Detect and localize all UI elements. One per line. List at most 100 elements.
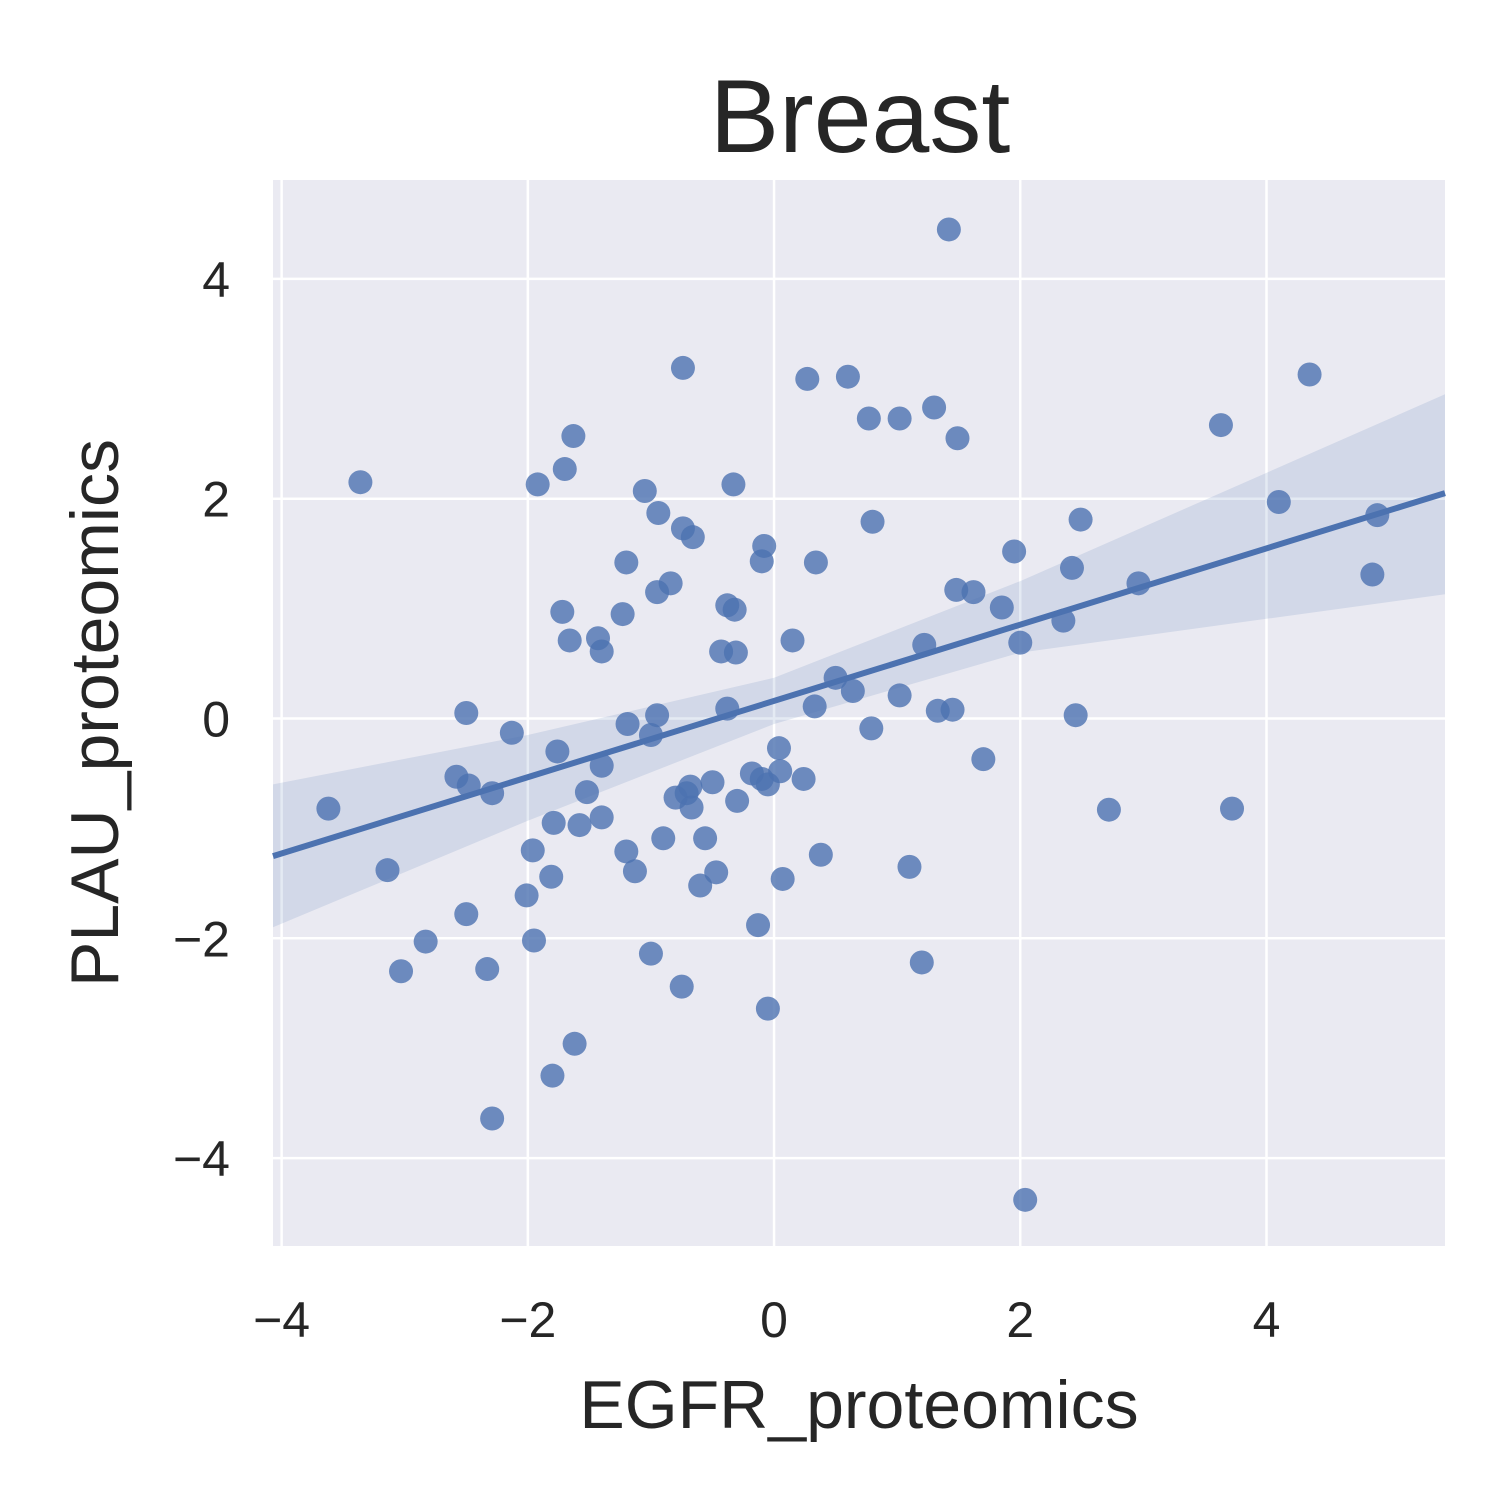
data-points bbox=[316, 217, 1390, 1212]
data-point bbox=[989, 595, 1014, 620]
data-point bbox=[375, 858, 400, 883]
data-point bbox=[541, 810, 566, 835]
data-point bbox=[1126, 571, 1151, 596]
data-point bbox=[389, 959, 414, 984]
x-axis-label: EGFR_proteomics bbox=[579, 1367, 1138, 1443]
data-point bbox=[1220, 796, 1245, 821]
data-point bbox=[840, 679, 865, 704]
data-point bbox=[912, 632, 937, 657]
data-point bbox=[704, 860, 729, 885]
data-point bbox=[614, 839, 639, 864]
data-point bbox=[540, 1063, 565, 1088]
data-point bbox=[945, 426, 970, 451]
x-tick-label: −4 bbox=[253, 1292, 310, 1348]
data-point bbox=[614, 550, 639, 575]
data-point bbox=[721, 472, 746, 497]
data-point bbox=[539, 864, 564, 889]
data-point bbox=[632, 479, 657, 504]
data-point bbox=[922, 395, 947, 420]
y-tick-label: 2 bbox=[202, 472, 230, 528]
data-point bbox=[1297, 362, 1322, 387]
data-point bbox=[521, 928, 546, 953]
chart-title: Breast bbox=[710, 59, 1011, 175]
data-point bbox=[1360, 562, 1385, 587]
data-point bbox=[780, 628, 805, 653]
data-point bbox=[688, 873, 713, 898]
data-point bbox=[746, 913, 771, 938]
data-point bbox=[715, 696, 740, 721]
data-point bbox=[669, 974, 694, 999]
data-point bbox=[1059, 555, 1084, 580]
data-point bbox=[574, 780, 599, 805]
data-point bbox=[766, 736, 791, 761]
data-point bbox=[480, 781, 505, 806]
data-point bbox=[940, 697, 965, 722]
data-point bbox=[1266, 489, 1291, 514]
data-point bbox=[651, 826, 676, 851]
data-point bbox=[454, 701, 479, 725]
data-point bbox=[454, 902, 479, 927]
data-point bbox=[499, 720, 524, 745]
data-point bbox=[723, 640, 748, 665]
data-point bbox=[971, 747, 996, 772]
data-point bbox=[1208, 413, 1233, 438]
data-point bbox=[725, 788, 750, 813]
data-point bbox=[768, 759, 793, 784]
x-tick-label: −2 bbox=[499, 1292, 556, 1348]
data-point bbox=[909, 950, 934, 975]
data-point bbox=[679, 795, 704, 820]
data-point bbox=[802, 694, 827, 719]
data-point bbox=[823, 665, 848, 690]
y-tick-label: −4 bbox=[173, 1131, 230, 1187]
x-tick-label: 2 bbox=[1006, 1292, 1034, 1348]
data-point bbox=[456, 773, 481, 798]
y-tick-labels: −4 −2 0 2 4 bbox=[173, 252, 230, 1187]
data-point bbox=[615, 711, 640, 736]
data-point bbox=[1068, 507, 1093, 532]
data-point bbox=[961, 580, 986, 605]
data-point bbox=[622, 859, 647, 884]
data-point bbox=[561, 424, 586, 449]
data-point bbox=[348, 470, 373, 495]
data-point bbox=[936, 217, 961, 242]
data-point bbox=[514, 883, 539, 908]
data-point bbox=[1051, 608, 1076, 633]
confidence-band-layer bbox=[273, 394, 1445, 928]
data-point bbox=[700, 770, 725, 795]
confidence-band bbox=[273, 394, 1445, 928]
data-point bbox=[808, 842, 833, 867]
data-point bbox=[520, 838, 545, 863]
y-tick-label: 0 bbox=[202, 691, 230, 747]
data-point bbox=[413, 929, 438, 954]
data-point bbox=[567, 813, 592, 838]
data-point bbox=[1096, 797, 1121, 822]
data-point bbox=[1063, 703, 1088, 728]
data-point bbox=[859, 716, 884, 741]
data-point bbox=[856, 406, 881, 431]
data-point bbox=[1013, 1187, 1038, 1212]
data-point bbox=[795, 366, 820, 391]
plot-area bbox=[273, 180, 1445, 1246]
y-tick-label: 4 bbox=[202, 252, 230, 308]
data-point bbox=[803, 550, 828, 575]
data-point bbox=[316, 796, 341, 821]
data-point bbox=[557, 628, 582, 653]
data-point bbox=[525, 472, 550, 497]
data-point bbox=[645, 580, 670, 605]
x-tick-label: 0 bbox=[760, 1292, 788, 1348]
data-point bbox=[887, 406, 912, 431]
data-point bbox=[552, 457, 577, 482]
y-tick-label: −2 bbox=[173, 911, 230, 967]
x-tick-label: 4 bbox=[1253, 1292, 1281, 1348]
data-point bbox=[680, 525, 705, 550]
data-point bbox=[791, 766, 816, 791]
y-axis-label: PLAU_proteomics bbox=[57, 439, 133, 987]
data-point bbox=[480, 1106, 505, 1131]
data-point bbox=[749, 549, 774, 574]
data-point bbox=[1365, 503, 1390, 528]
data-point bbox=[562, 1031, 587, 1056]
grid-lines bbox=[273, 180, 1445, 1246]
data-point bbox=[550, 599, 575, 624]
data-point bbox=[1008, 630, 1033, 655]
